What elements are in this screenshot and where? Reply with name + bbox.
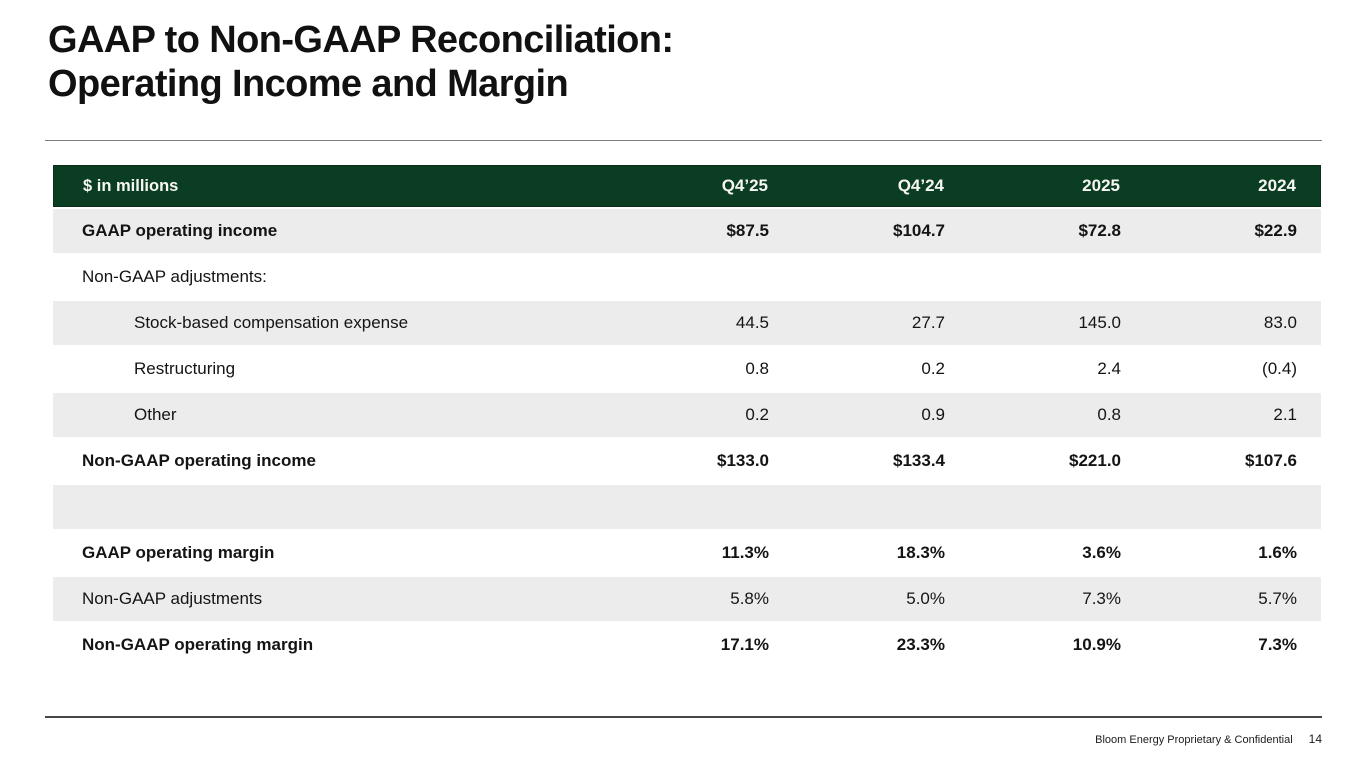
table-header-column: 2025 [1082, 176, 1120, 195]
row-value: 27.7 [911, 313, 945, 332]
row-value: 5.7% [1258, 589, 1297, 608]
page-number: 14 [1308, 732, 1322, 746]
table-row: Restructuring 0.8 0.2 2.4 (0.4) [53, 347, 1321, 391]
row-value: 2.1 [1273, 405, 1297, 424]
row-value: 10.9% [1072, 635, 1121, 654]
row-value: $221.0 [1069, 451, 1121, 470]
row-value: 7.3% [1258, 635, 1297, 654]
confidentiality-notice: Bloom Energy Proprietary & Confidential [1095, 734, 1293, 746]
row-value: 3.6% [1082, 543, 1121, 562]
footer-divider [45, 716, 1322, 718]
row-value: $87.5 [726, 221, 769, 240]
page-title: GAAP to Non-GAAP Reconciliation: Operati… [48, 18, 674, 106]
table-header-row: $ in millions Q4’25 Q4’24 2025 2024 [53, 165, 1321, 207]
table-row: Non-GAAP adjustments: [53, 255, 1321, 299]
table-header-column: 2024 [1258, 176, 1296, 195]
row-label: Non-GAAP adjustments: [82, 267, 267, 286]
table-row: GAAP operating margin 11.3% 18.3% 3.6% 1.6% [53, 531, 1321, 575]
row-value: 1.6% [1258, 543, 1297, 562]
row-value: 18.3% [896, 543, 945, 562]
row-value: $133.4 [893, 451, 945, 470]
row-value: 0.9 [921, 405, 945, 424]
row-value: $107.6 [1245, 451, 1297, 470]
table-row: Other 0.2 0.9 0.8 2.1 [53, 393, 1321, 437]
row-value: $22.9 [1254, 221, 1297, 240]
row-value: 0.8 [1097, 405, 1121, 424]
table-header-column: Q4’25 [721, 176, 768, 195]
row-value: (0.4) [1262, 359, 1297, 378]
row-label: Non-GAAP operating margin [82, 635, 314, 654]
row-label: Restructuring [134, 359, 236, 378]
row-value: 23.3% [896, 635, 945, 654]
row-value: 7.3% [1082, 589, 1121, 608]
row-value: $133.0 [717, 451, 769, 470]
row-label: Non-GAAP adjustments [82, 589, 263, 608]
table-row: GAAP operating income $87.5 $104.7 $72.8 $22… [53, 209, 1321, 253]
row-label: Stock-based compensation expense [134, 313, 409, 332]
table-row: Non-GAAP adjustments 5.8% 5.0% 7.3% 5.7% [53, 577, 1321, 621]
row-label: GAAP operating income [82, 221, 278, 240]
table-spacer-row [53, 485, 1321, 529]
row-value: $72.8 [1078, 221, 1121, 240]
title-divider [45, 140, 1322, 141]
page-title-line1: GAAP to Non-GAAP Reconciliation: [48, 19, 674, 61]
row-label: GAAP operating margin [82, 543, 275, 562]
row-value: 145.0 [1078, 313, 1121, 332]
reconciliation-table: $ in millions Q4’25 Q4’24 2025 2024 GAAP oper… [53, 165, 1321, 667]
page-title-line2: Operating Income and Margin [48, 63, 569, 105]
row-value: 0.2 [921, 359, 945, 378]
row-value: 83.0 [1263, 313, 1297, 332]
table-header-unit-label: $ in millions [83, 176, 179, 195]
footer: Bloom Energy Proprietary & Confidential … [1095, 732, 1322, 746]
row-value: 11.3% [721, 543, 769, 562]
row-label: Non-GAAP operating income [82, 451, 316, 470]
row-value: 17.1% [720, 635, 769, 654]
row-value: 44.5 [735, 313, 769, 332]
table-row: Non-GAAP operating income $133.0 $133.4 $22… [53, 439, 1321, 483]
table-header-column: Q4’24 [897, 176, 944, 195]
row-value: 2.4 [1097, 359, 1121, 378]
table-row: Stock-based compensation expense 44.5 27.7… [53, 301, 1321, 345]
row-value: 0.8 [745, 359, 769, 378]
row-label: Other [134, 405, 177, 424]
row-value: 5.0% [906, 589, 945, 608]
row-value: $104.7 [893, 221, 945, 240]
row-value: 0.2 [745, 405, 769, 424]
table-row: Non-GAAP operating margin 17.1% 23.3% 10.9%… [53, 623, 1321, 667]
row-value: 5.8% [730, 589, 769, 608]
